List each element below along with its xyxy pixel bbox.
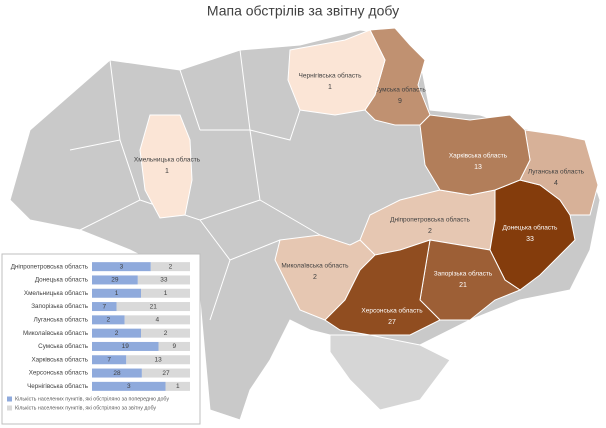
bar-label: 1 xyxy=(176,383,180,390)
bar-label: 4 xyxy=(156,317,160,324)
region-value: 1 xyxy=(328,84,332,91)
bar xyxy=(92,262,151,272)
region-name: Сумська область xyxy=(374,86,426,94)
bar-label: 7 xyxy=(102,303,106,310)
bar-label: 7 xyxy=(107,356,111,363)
y-tick-label: Хмельницька область xyxy=(24,289,89,297)
title: Мапа обстрілів за звітну добу xyxy=(207,3,399,19)
region-name: Дніпропетровська область xyxy=(390,216,470,224)
regions: Дніпропетровська область 2 Донецька област… xyxy=(134,27,599,336)
y-tick-label: Запорізька область xyxy=(31,302,88,310)
bar xyxy=(165,381,190,391)
bar-label: 19 xyxy=(122,343,130,350)
region-name: Хмельницька область xyxy=(134,156,201,164)
y-tick-label: Донецька область xyxy=(35,276,89,284)
y-tick-label: Харківська область xyxy=(31,355,88,363)
region xyxy=(419,114,531,196)
bar xyxy=(92,275,138,285)
region-name: Миколаївська область xyxy=(281,262,349,270)
region-value: 2 xyxy=(428,228,432,235)
region-name: Донецька область xyxy=(503,224,558,232)
bar xyxy=(92,368,142,378)
region-name: Луганська область xyxy=(528,168,585,176)
region-name: Херсонська область xyxy=(361,307,423,315)
region-value: 13 xyxy=(474,164,482,171)
bar xyxy=(137,275,190,285)
bar-label: 21 xyxy=(150,303,158,310)
bar-label: 2 xyxy=(115,330,119,337)
bar-label: 2 xyxy=(169,263,173,270)
bar xyxy=(141,368,190,378)
region-value: 1 xyxy=(165,168,169,175)
region-value: 2 xyxy=(313,274,317,281)
bar-label: 3 xyxy=(127,383,131,390)
bar-label: 13 xyxy=(155,356,163,363)
region-name: Харківська область xyxy=(449,152,508,160)
region-value: 21 xyxy=(459,282,467,289)
legend-label: Кількість населених пунктів, які обстріл… xyxy=(15,396,169,402)
bar xyxy=(141,328,190,338)
bar xyxy=(141,288,190,298)
region-name: Чернігівська область xyxy=(299,72,363,80)
y-tick-label: Херсонська область xyxy=(29,369,89,377)
bar-label: 29 xyxy=(111,277,119,284)
legend-swatch xyxy=(7,396,12,402)
region-name: Запорізька область xyxy=(434,270,493,278)
region-value: 33 xyxy=(526,236,534,243)
bar xyxy=(92,302,117,312)
bar xyxy=(92,288,141,298)
y-tick-label: Сумська область xyxy=(38,342,89,350)
bar-chart: Дніпропетровська область 3 2 Донецька облас… xyxy=(7,262,190,411)
y-tick-label: Дніпропетровська область xyxy=(11,262,89,270)
bar-label: 9 xyxy=(172,343,176,350)
region xyxy=(287,29,386,116)
bar xyxy=(92,341,159,351)
bar xyxy=(116,302,190,312)
region-borders xyxy=(69,49,321,321)
legend-swatch xyxy=(7,405,12,411)
bar xyxy=(126,355,190,365)
region xyxy=(139,114,193,219)
bar xyxy=(92,315,125,325)
bar xyxy=(150,262,190,272)
crimea xyxy=(329,334,451,411)
legend-label: Кількість населених пунктів, які обстріл… xyxy=(15,405,156,411)
bar xyxy=(124,315,190,325)
bar-label: 33 xyxy=(160,277,168,284)
bar xyxy=(92,381,166,391)
bar-label: 1 xyxy=(115,290,119,297)
bar-label: 27 xyxy=(162,370,170,377)
bar xyxy=(158,341,190,351)
y-tick-label: Миколаївська область xyxy=(23,329,89,337)
bar-label: 3 xyxy=(120,263,124,270)
region-value: 4 xyxy=(554,180,558,187)
bar xyxy=(92,328,141,338)
bar-label: 28 xyxy=(113,370,121,377)
bar-label: 1 xyxy=(164,290,168,297)
bar-label: 2 xyxy=(164,330,168,337)
y-tick-label: Луганська область xyxy=(34,316,89,324)
y-tick-label: Чернігівська область xyxy=(27,382,89,390)
bar-label: 2 xyxy=(107,317,111,324)
region xyxy=(324,239,441,336)
region-value: 27 xyxy=(388,319,396,326)
bar xyxy=(92,355,127,365)
region-value: 9 xyxy=(398,98,402,105)
